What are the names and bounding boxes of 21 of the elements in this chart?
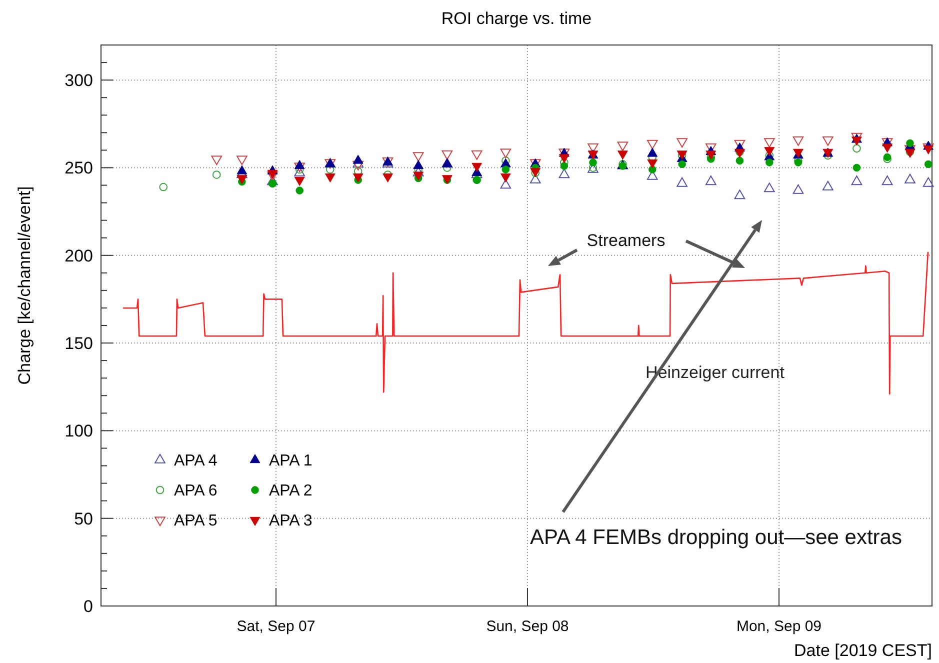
legend-label: APA 6: [174, 482, 218, 500]
y-tick-label: 150: [64, 334, 93, 353]
y-axis-title: Charge [ke/channel/event]: [15, 186, 34, 385]
y-tick-label: 250: [64, 158, 93, 178]
annotation: APA 4 FEMBs dropping out—see extras: [530, 526, 902, 549]
x-tick-label: Sat, Sep 07: [236, 618, 316, 635]
legend-label: APA 3: [269, 512, 312, 530]
legend-label: APA 5: [174, 512, 218, 530]
annotation: Streamers: [586, 231, 666, 250]
y-tick-label: 100: [64, 422, 93, 441]
y-tick-label: 300: [64, 71, 93, 90]
y-tick-label: 50: [74, 509, 93, 528]
chart-title: ROI charge vs. time: [441, 9, 592, 28]
x-tick-label: Sun, Sep 08: [486, 618, 569, 635]
legend-label: APA 1: [269, 452, 312, 470]
legend-label: APA 2: [269, 482, 312, 500]
y-tick-label: 0: [84, 596, 93, 616]
x-axis-title: Date [2019 CEST]: [794, 641, 932, 660]
y-tick-label: 200: [64, 246, 93, 266]
legend-label: APA 4: [174, 452, 218, 470]
x-tick-label: Mon, Sep 09: [736, 618, 822, 635]
